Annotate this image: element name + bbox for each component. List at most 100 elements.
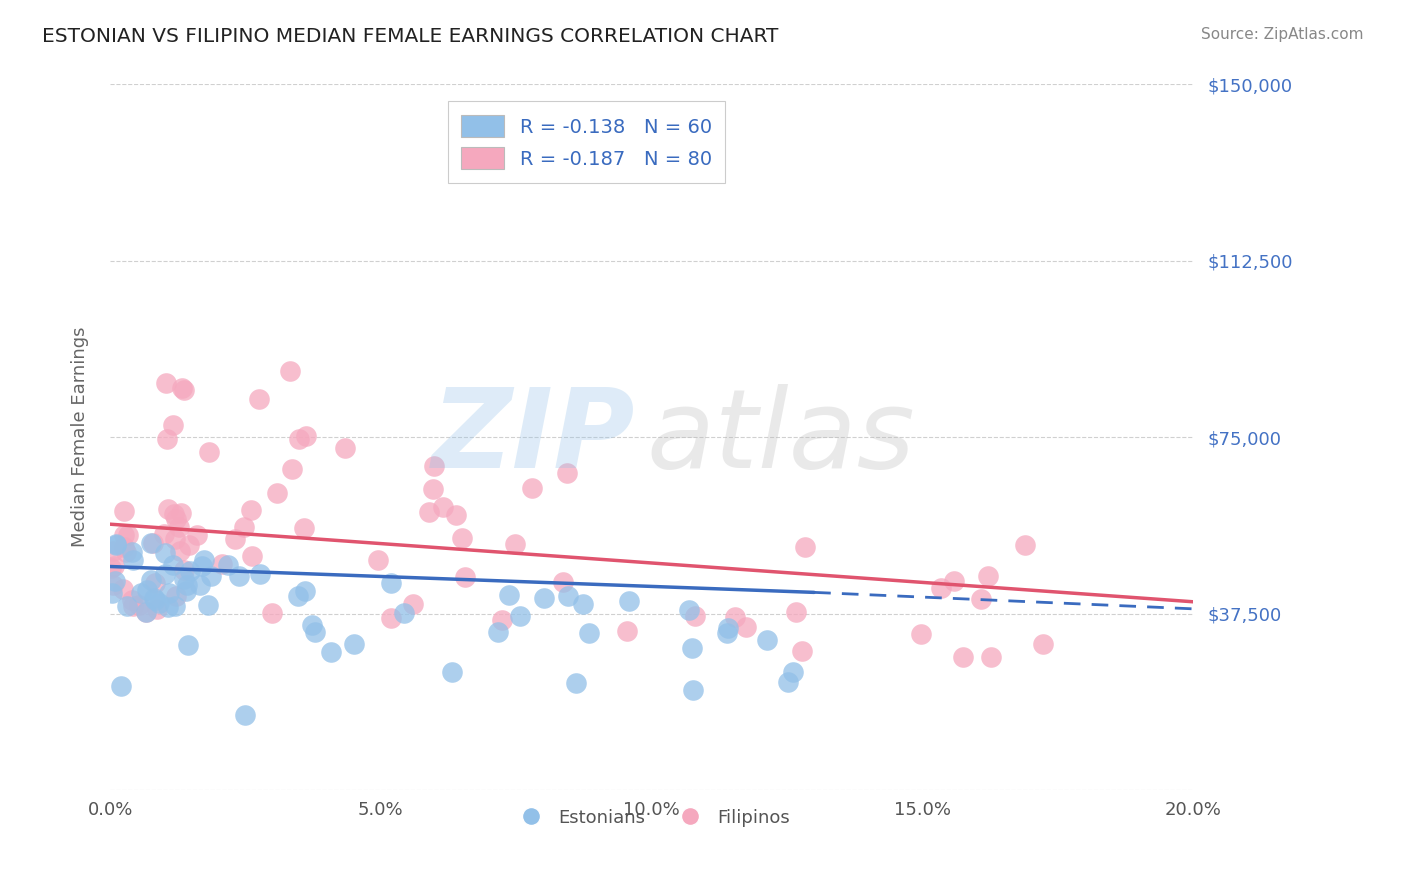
- Point: [977, 569, 1000, 583]
- Point: [143, 592, 166, 607]
- Point: [980, 649, 1002, 664]
- Point: [321, 645, 343, 659]
- Point: [724, 609, 747, 624]
- Point: [343, 637, 366, 651]
- Point: [617, 594, 640, 608]
- Point: [440, 665, 463, 679]
- Point: [173, 384, 195, 398]
- Point: [794, 540, 817, 554]
- Point: [249, 566, 271, 581]
- Point: [572, 597, 595, 611]
- Point: [197, 599, 219, 613]
- Point: [135, 605, 157, 619]
- Point: [522, 481, 544, 495]
- Point: [247, 392, 270, 406]
- Point: [146, 602, 169, 616]
- Point: [952, 650, 974, 665]
- Point: [162, 558, 184, 572]
- Point: [287, 432, 309, 446]
- Point: [333, 442, 356, 456]
- Point: [432, 500, 454, 515]
- Point: [170, 506, 193, 520]
- Point: [165, 589, 187, 603]
- Point: [555, 466, 578, 480]
- Y-axis label: Median Female Earnings: Median Female Earnings: [72, 327, 89, 548]
- Point: [498, 588, 520, 602]
- Point: [423, 458, 446, 473]
- Point: [173, 572, 195, 586]
- Point: [422, 482, 444, 496]
- Point: [174, 584, 197, 599]
- Point: [224, 532, 246, 546]
- Point: [121, 593, 143, 607]
- Point: [135, 582, 157, 597]
- Point: [294, 429, 316, 443]
- Point: [155, 545, 177, 559]
- Point: [454, 569, 477, 583]
- Point: [683, 609, 706, 624]
- Point: [486, 625, 509, 640]
- Point: [292, 521, 315, 535]
- Point: [153, 566, 176, 581]
- Point: [778, 675, 800, 690]
- Point: [678, 603, 700, 617]
- Point: [228, 568, 250, 582]
- Point: [682, 683, 704, 698]
- Legend: Estonians, Filipinos: Estonians, Filipinos: [506, 801, 797, 834]
- Point: [533, 591, 555, 606]
- Point: [165, 599, 187, 613]
- Point: [115, 544, 138, 558]
- Point: [681, 640, 703, 655]
- Point: [163, 532, 186, 546]
- Point: [278, 364, 301, 378]
- Point: [117, 527, 139, 541]
- Point: [790, 643, 813, 657]
- Point: [240, 549, 263, 563]
- Point: [509, 608, 531, 623]
- Point: [103, 558, 125, 573]
- Point: [165, 512, 187, 526]
- Point: [112, 540, 135, 554]
- Point: [929, 581, 952, 595]
- Point: [198, 444, 221, 458]
- Point: [565, 675, 588, 690]
- Point: [418, 505, 440, 519]
- Point: [117, 599, 139, 613]
- Point: [301, 617, 323, 632]
- Point: [211, 557, 233, 571]
- Text: ZIP: ZIP: [432, 384, 636, 491]
- Point: [260, 606, 283, 620]
- Point: [167, 520, 190, 534]
- Point: [157, 599, 180, 614]
- Point: [755, 632, 778, 647]
- Point: [101, 586, 124, 600]
- Point: [785, 605, 807, 619]
- Point: [451, 531, 474, 545]
- Point: [193, 553, 215, 567]
- Point: [104, 538, 127, 552]
- Point: [716, 626, 738, 640]
- Point: [280, 462, 302, 476]
- Point: [173, 563, 195, 577]
- Point: [139, 574, 162, 588]
- Point: [444, 508, 467, 523]
- Point: [239, 503, 262, 517]
- Point: [401, 597, 423, 611]
- Point: [380, 611, 402, 625]
- Point: [176, 577, 198, 591]
- Point: [112, 582, 135, 597]
- Point: [942, 574, 965, 589]
- Point: [200, 569, 222, 583]
- Point: [105, 537, 128, 551]
- Point: [121, 545, 143, 559]
- Point: [142, 536, 165, 550]
- Point: [380, 576, 402, 591]
- Point: [304, 625, 326, 640]
- Point: [190, 578, 212, 592]
- Point: [153, 526, 176, 541]
- Point: [112, 503, 135, 517]
- Point: [157, 585, 180, 599]
- Point: [142, 591, 165, 606]
- Point: [155, 376, 177, 390]
- Point: [294, 583, 316, 598]
